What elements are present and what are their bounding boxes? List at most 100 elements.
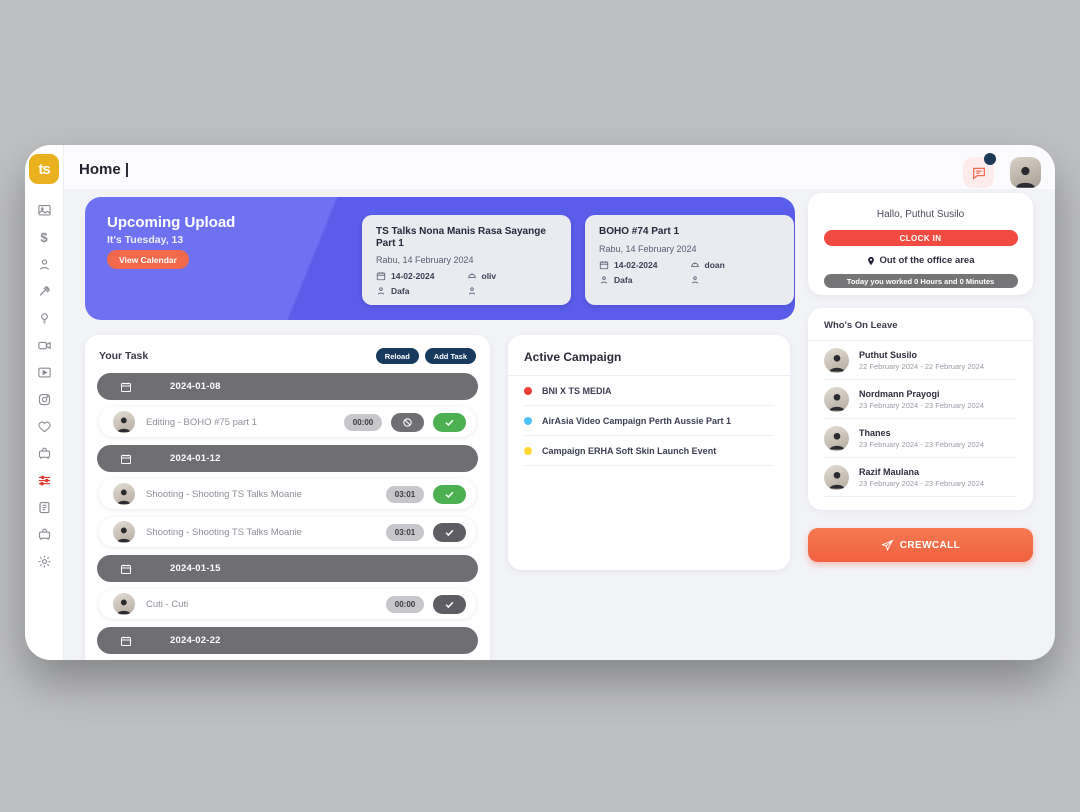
leave-title: Who's On Leave [808, 308, 1033, 341]
upload-card[interactable]: TS Talks Nona Manis Rasa Sayange Part 1 … [362, 215, 571, 305]
task-label: Shooting - Shooting TS Talks Moanie [146, 526, 302, 538]
send-icon [881, 539, 894, 551]
meta-date: 14-02-2024 [376, 271, 467, 281]
sliders-icon[interactable] [36, 472, 52, 488]
gavel-icon[interactable] [36, 283, 52, 299]
task-group-date: 2024-01-08 [170, 381, 221, 392]
helmet-icon [690, 262, 699, 267]
tasks-title: Your Task [99, 350, 149, 362]
leave-range: 23 February 2024 - 23 February 2024 [859, 400, 985, 410]
campaign-dot [524, 416, 532, 425]
upload-card-meta: 14-02-2024 doan Dafa [599, 260, 780, 285]
video-player-icon[interactable] [36, 364, 52, 380]
task-done-button[interactable] [433, 522, 466, 542]
task-label: Cuti - Cuti [146, 598, 189, 610]
cart-icon[interactable] [36, 445, 52, 461]
campaign-item[interactable]: Campaign ERHA Soft Skin Launch Event [524, 436, 774, 466]
avatar [113, 521, 135, 543]
campaign-item[interactable]: AirAsia Video Campaign Perth Aussie Part… [524, 406, 774, 436]
location-text: Out of the office area [879, 255, 975, 266]
banner-subtitle: It's Tuesday, 13 [107, 234, 184, 246]
crewcall-label: CREWCALL [899, 539, 961, 551]
meta-person-text: Dafa [614, 274, 633, 285]
task-group-date: 2024-01-15 [170, 563, 221, 574]
timer-button[interactable] [391, 412, 424, 432]
campaign-title: Active Campaign [508, 335, 790, 376]
leave-range: 23 February 2024 - 23 February 2024 [859, 478, 985, 488]
task-label: Shooting - Shooting TS Talks Moanie [146, 488, 302, 500]
dollar-icon[interactable]: $ [36, 229, 52, 245]
user-icon[interactable] [36, 256, 52, 272]
heart-icon[interactable] [36, 418, 52, 434]
calendar-icon [599, 260, 609, 269]
meta-person-text: Dafa [391, 286, 410, 296]
clock-in-button[interactable]: CLOCK IN [823, 230, 1018, 246]
task-group-header: 2024-02-22 [97, 627, 478, 654]
meta-person-empty [690, 275, 781, 285]
person-icon [468, 287, 475, 295]
task-row: Cuti - Cuti 00:00 [99, 589, 476, 619]
person-icon [691, 275, 698, 284]
meta-operator: oliv [467, 271, 558, 281]
your-task-card: Your Task Reload Add Task 2024-01-08 Edi… [85, 335, 490, 660]
sidebar: ts $ [25, 145, 64, 660]
task-row: Shooting - Shooting TS Talks Moanie 03:0… [99, 517, 476, 547]
notebook-icon[interactable] [36, 499, 52, 515]
view-calendar-button[interactable]: View Calendar [107, 250, 189, 269]
campaign-item[interactable]: BNI X TS MEDIA [524, 376, 774, 406]
cart-2-icon[interactable] [36, 526, 52, 542]
leave-name: Thanes [859, 427, 891, 438]
task-done-button[interactable] [433, 484, 466, 504]
task-done-button[interactable] [433, 594, 466, 614]
leave-name: Razif Maulana [859, 466, 920, 477]
leave-range: 22 February 2024 - 22 February 2024 [859, 361, 985, 371]
meta-date: 14-02-2024 [599, 260, 690, 270]
campaign-label: Campaign ERHA Soft Skin Launch Event [542, 445, 717, 456]
crewcall-button[interactable]: CREWCALL [808, 528, 1033, 562]
task-time-badge: 03:01 [386, 485, 424, 503]
gallery-icon[interactable] [36, 202, 52, 218]
calendar-icon [121, 564, 131, 574]
task-row: Shooting - Shooting TS Talks Moanie 03:0… [99, 479, 476, 509]
tasks-header: Your Task Reload Add Task [85, 335, 490, 373]
avatar [113, 411, 135, 433]
meta-operator: doan [690, 260, 781, 270]
user-avatar[interactable] [1010, 157, 1041, 188]
avatar [824, 386, 849, 412]
settings-gear-icon[interactable] [36, 553, 52, 569]
calendar-icon [121, 636, 131, 646]
campaign-dot [524, 446, 532, 455]
reload-button[interactable]: Reload [375, 348, 419, 364]
avatar [824, 425, 849, 451]
avatar [824, 464, 849, 490]
meta-date-text: 14-02-2024 [391, 271, 435, 281]
leave-name: Nordmann Prayogi [859, 388, 940, 399]
task-group-header: 2024-01-08 [97, 373, 478, 400]
video-camera-icon[interactable] [36, 337, 52, 353]
lightbulb-icon[interactable] [36, 310, 52, 326]
add-task-button[interactable]: Add Task [424, 348, 476, 364]
instagram-icon[interactable] [36, 391, 52, 407]
upcoming-upload-banner: Upcoming Upload It's Tuesday, 13 View Ca… [85, 197, 795, 320]
task-time-badge: 00:00 [386, 595, 424, 613]
task-group-date: 2024-02-22 [170, 635, 221, 646]
helmet-icon [467, 273, 476, 278]
leave-range: 23 February 2024 - 23 February 2024 [859, 439, 985, 449]
leave-name: Puthut Susilo [859, 349, 917, 360]
meta-operator-text: doan [704, 259, 725, 270]
app-logo[interactable]: ts [29, 154, 59, 184]
worked-hours-badge: Today you worked 0 Hours and 0 Minutes [823, 274, 1018, 288]
person-icon [377, 287, 385, 295]
chat-bubble-icon [971, 165, 987, 181]
avatar [113, 483, 135, 505]
task-group-date: 2024-01-12 [170, 453, 221, 464]
upload-card[interactable]: BOHO #74 Part 1 Rabu, 14 February 2024 1… [585, 215, 794, 305]
dollar-glyph: $ [40, 229, 48, 245]
upload-card-meta: 14-02-2024 oliv Dafa [376, 271, 557, 296]
sidebar-nav: $ [36, 202, 52, 569]
meta-date-text: 14-02-2024 [614, 259, 658, 270]
task-done-button[interactable] [433, 412, 466, 432]
avatar [113, 593, 135, 615]
leave-item: Puthut Susilo 22 February 2024 - 22 Febr… [824, 341, 1017, 380]
task-time-badge: 00:00 [344, 413, 382, 431]
